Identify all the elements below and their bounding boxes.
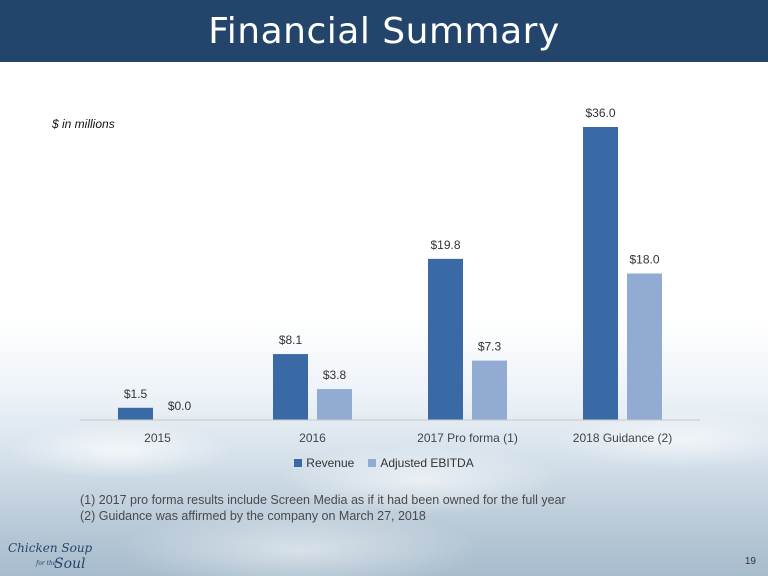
units-note: $ in millions — [52, 117, 115, 131]
page-number: 19 — [744, 556, 756, 567]
data-label-revenue-0: $1.5 — [124, 387, 148, 401]
chicken-soup-logo: Chicken Soup for the Soul — [8, 541, 93, 572]
data-label-adjusted-ebitda-1: $3.8 — [323, 368, 347, 382]
title-bar: Financial Summary — [0, 0, 768, 62]
legend-item-adjusted-ebitda: Adjusted EBITDA — [368, 456, 474, 470]
legend-item-revenue: Revenue — [294, 456, 354, 470]
logo-line-2: for the — [35, 560, 57, 567]
footnotes: (1) 2017 pro forma results include Scree… — [80, 492, 566, 524]
bar-adjusted-ebitda-1 — [317, 389, 352, 420]
x-tick-label-0: 2015 — [144, 431, 171, 445]
page-title: Financial Summary — [208, 10, 560, 52]
x-tick-label-3: 2018 Guidance (2) — [573, 431, 672, 445]
footnote-1: (1) 2017 pro forma results include Scree… — [80, 493, 566, 507]
legend-swatch-adjusted-ebitda — [368, 459, 377, 467]
data-label-adjusted-ebitda-2: $7.3 — [478, 340, 502, 354]
bar-adjusted-ebitda-3 — [627, 273, 662, 420]
logo-line-1: Chicken Soup — [8, 541, 93, 555]
legend-swatch-revenue — [294, 459, 303, 467]
chart-legend: Revenue Adjusted EBITDA — [0, 456, 768, 470]
bar-revenue-1 — [273, 354, 308, 420]
data-label-revenue-3: $36.0 — [585, 106, 615, 120]
data-label-adjusted-ebitda-0: $0.0 — [168, 399, 192, 413]
data-label-revenue-1: $8.1 — [279, 333, 303, 347]
logo-line-3: Soul — [54, 556, 86, 572]
x-tick-label-2: 2017 Pro forma (1) — [417, 431, 518, 445]
bar-revenue-2 — [428, 258, 463, 420]
legend-label-revenue: Revenue — [306, 456, 355, 470]
bar-revenue-3 — [583, 127, 618, 420]
bar-revenue-0 — [118, 407, 153, 420]
data-label-revenue-2: $19.8 — [430, 238, 460, 252]
data-label-adjusted-ebitda-3: $18.0 — [629, 253, 659, 267]
legend-label-adjusted-ebitda: Adjusted EBITDA — [380, 456, 474, 470]
footnote-2: (2) Guidance was affirmed by the company… — [80, 509, 426, 523]
x-tick-label-1: 2016 — [299, 431, 326, 445]
bar-adjusted-ebitda-2 — [472, 360, 507, 420]
